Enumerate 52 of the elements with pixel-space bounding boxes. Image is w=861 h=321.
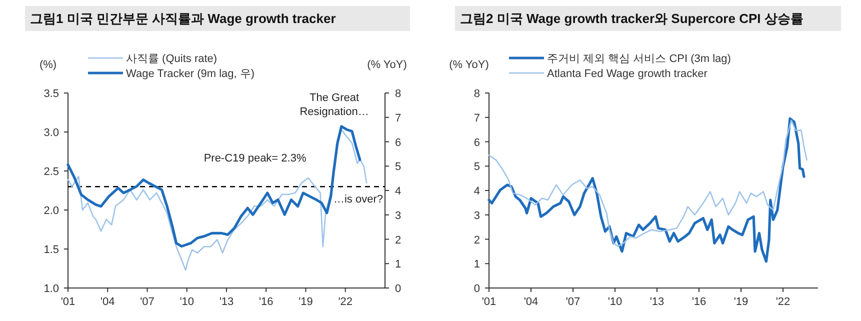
y-tick-label: 8 xyxy=(474,88,480,100)
x-tick-label: '16 xyxy=(258,296,274,308)
y-tick-label: 2 xyxy=(474,234,480,246)
x-tick-label: '01 xyxy=(60,296,76,308)
y-tick-label: 3 xyxy=(474,210,480,222)
y-tick-label: 1.0 xyxy=(44,283,59,295)
x-tick-label: '10 xyxy=(608,296,622,308)
chart-title: 그림1 미국 민간부문 사직률과 Wage growth tracker xyxy=(30,11,336,26)
y2-tick-label: 8 xyxy=(395,88,402,100)
y2-tick-label: 0 xyxy=(395,283,402,295)
y-tick-label: 0 xyxy=(474,283,480,295)
y-tick-label: 4 xyxy=(474,186,480,198)
annotation: …is over? xyxy=(333,193,383,206)
y2-tick-label: 2 xyxy=(395,234,402,246)
legend-label: Atlanta Fed Wage growth tracker xyxy=(547,68,708,80)
y-axis-title: (%) xyxy=(39,59,57,71)
x-tick-label: '07 xyxy=(566,296,580,308)
y-tick-label: 3.0 xyxy=(44,127,59,139)
x-tick-label: '13 xyxy=(650,296,664,308)
x-tick-label: '04 xyxy=(524,296,538,308)
legend-label: 사직률 (Quits rate) xyxy=(126,53,218,65)
x-tick-label: '22 xyxy=(776,296,790,308)
x-tick-label: '19 xyxy=(298,296,313,308)
y-tick-label: 6 xyxy=(474,136,480,149)
y-tick-label: 1 xyxy=(474,258,480,271)
y2-tick-label: 5 xyxy=(395,161,402,174)
y-tick-label: 3.5 xyxy=(44,88,59,100)
x-tick-label: '10 xyxy=(180,296,194,308)
x-tick-label: '01 xyxy=(482,296,496,308)
y2-tick-label: 7 xyxy=(395,112,402,124)
y-tick-label: 2.0 xyxy=(44,205,59,217)
x-tick-label: '19 xyxy=(734,296,748,308)
x-tick-label: '07 xyxy=(140,296,154,308)
y-tick-label: 7 xyxy=(474,112,480,124)
y2-tick-label: 3 xyxy=(395,210,402,222)
annotation: The Great Resignation… xyxy=(300,92,369,118)
y2-axis-title: (% YoY) xyxy=(367,59,407,71)
legend-label: Wage Tracker (9m lag, 우) xyxy=(126,68,255,80)
x-tick-label: '04 xyxy=(100,296,115,308)
y2-tick-label: 1 xyxy=(395,258,402,271)
y2-tick-label: 4 xyxy=(395,186,402,198)
x-tick-label: '13 xyxy=(219,296,234,308)
y-tick-label: 1.5 xyxy=(44,244,59,256)
y2-tick-label: 6 xyxy=(395,136,402,149)
x-tick-label: '22 xyxy=(338,296,353,308)
x-tick-label: '16 xyxy=(692,296,706,308)
legend-label: 주거비 제외 핵심 서비스 CPI (3m lag) xyxy=(547,53,731,65)
y-axis-title: (% YoY) xyxy=(449,59,489,71)
ref-line-label: Pre-C19 peak= 2.3% xyxy=(204,152,306,165)
y-tick-label: 5 xyxy=(474,161,480,174)
y-tick-label: 2.5 xyxy=(44,166,59,178)
chart-title: 그림2 미국 Wage growth tracker와 Supercore CPI 상승률 xyxy=(460,11,804,26)
